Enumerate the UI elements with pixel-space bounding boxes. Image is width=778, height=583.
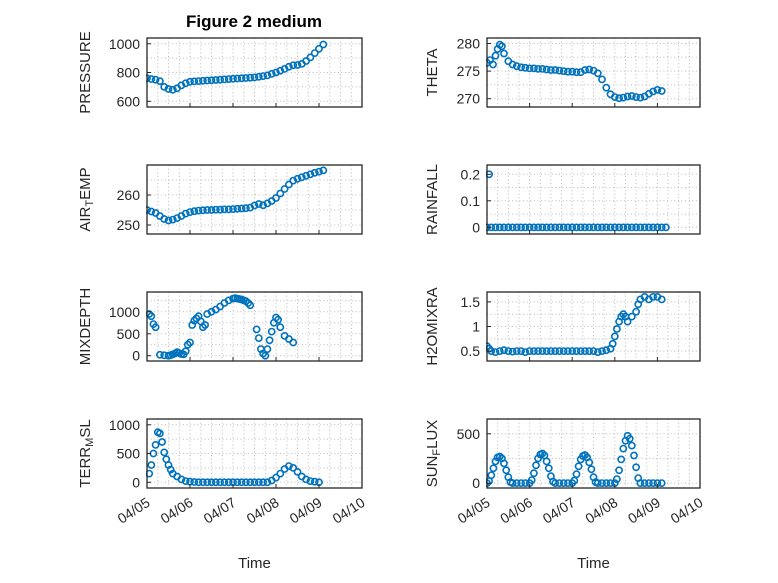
grid-lines — [147, 38, 362, 107]
subplot-h2omixra: 0.5 1 1.5 H2OMIXRA — [424, 287, 701, 366]
subplot-terr_msl: 0 500 1000 TERRMSL 04/05 04/06 04/07 04/08 04/09… — [77, 417, 368, 572]
grid-lines — [487, 38, 700, 107]
y-tick-label: 500 — [117, 326, 141, 342]
series-markers — [486, 40, 666, 103]
tick-marks — [146, 424, 363, 488]
x-tick-label: 04/06 — [497, 494, 535, 527]
y-tick-label: 500 — [457, 426, 481, 442]
grid-lines — [487, 292, 700, 361]
y-tick-label: 260 — [117, 187, 141, 203]
tick-marks — [486, 433, 701, 488]
x-tick-label: 04/05 — [115, 494, 153, 527]
subplot-mixdepth: 0 500 1000 MIXDEPTH — [77, 288, 363, 366]
tick-marks — [486, 173, 701, 234]
series-markers — [146, 294, 298, 360]
y-tick-label: 270 — [457, 91, 481, 107]
y-axis-label-rainfall: RAINFALL — [424, 164, 441, 235]
x-tick-label: 04/10 — [668, 494, 706, 527]
y-tick-label: 1000 — [109, 304, 140, 320]
x-axis-label: Time — [577, 555, 610, 572]
tick-marks — [486, 43, 701, 107]
y-axis-label-sun_flux: SUNFLUX — [424, 420, 443, 488]
series-markers — [486, 431, 666, 487]
series-markers — [486, 170, 670, 232]
subplot-rainfall: 0 0.1 0.2 RAINFALL — [424, 164, 701, 235]
x-tick-label: 04/09 — [287, 494, 325, 527]
y-tick-label: 0 — [132, 348, 140, 364]
y-tick-label: 500 — [117, 446, 141, 462]
x-axis-label: Time — [238, 555, 271, 572]
tick-marks — [486, 301, 701, 361]
series-markers — [146, 40, 328, 94]
tick-marks — [146, 311, 363, 361]
grid-lines — [147, 292, 362, 361]
y-tick-label: 0.1 — [461, 193, 481, 209]
y-tick-label: 275 — [457, 63, 481, 79]
y-tick-label: 1000 — [109, 417, 140, 433]
y-tick-label: 0 — [472, 475, 480, 491]
subplot-theta: 270 275 280 THETA — [424, 36, 701, 108]
x-tick-label: 04/06 — [158, 494, 196, 527]
y-tick-label: 1.5 — [461, 294, 481, 310]
y-tick-label: 1 — [472, 319, 480, 335]
y-tick-label: 0 — [472, 219, 480, 235]
y-axis-label-h2omixra: H2OMIXRA — [424, 287, 441, 365]
y-axis-label-terr_msl: TERRMSL — [77, 419, 96, 487]
subplot-pressure: 600 800 1000 PRESSURE — [77, 31, 363, 114]
y-axis-label-mixdepth: MIXDEPTH — [77, 288, 94, 366]
y-axis-label-pressure: PRESSURE — [77, 31, 94, 114]
x-tick-label: 04/09 — [625, 494, 663, 527]
y-axis-label-air_temp: AIRTEMP — [77, 167, 96, 231]
grid-lines — [487, 419, 700, 488]
figure-title: Figure 2 medium — [186, 12, 322, 31]
y-axis-label-theta: THETA — [424, 48, 441, 96]
y-tick-label: 1000 — [109, 36, 140, 52]
x-tick-label: 04/10 — [330, 494, 368, 527]
series-markers — [486, 292, 666, 356]
x-tick-label: 04/08 — [244, 494, 282, 527]
y-tick-label: 0.5 — [461, 343, 481, 359]
x-tick-label: 04/08 — [582, 494, 620, 527]
series-markers — [146, 428, 323, 487]
y-tick-label: 0.2 — [461, 166, 481, 182]
x-tick-label: 04/05 — [455, 494, 493, 527]
y-tick-label: 280 — [457, 36, 481, 52]
series-markers — [146, 166, 328, 225]
tick-marks — [146, 43, 363, 107]
y-tick-label: 250 — [117, 217, 141, 233]
subplot-air_temp: 250 260 AIRTEMP — [77, 164, 363, 235]
y-tick-label: 600 — [117, 93, 141, 109]
y-tick-label: 800 — [117, 65, 141, 81]
grid-lines — [487, 165, 700, 234]
x-tick-label: 04/07 — [201, 494, 239, 527]
grid-lines — [147, 419, 362, 488]
subplot-sun_flux: 0 500 SUNFLUX 04/05 04/06 04/07 04/08 04/09 04/1… — [424, 418, 706, 572]
y-tick-label: 0 — [132, 474, 140, 490]
tick-marks — [146, 194, 363, 234]
x-tick-label: 04/07 — [540, 494, 578, 527]
